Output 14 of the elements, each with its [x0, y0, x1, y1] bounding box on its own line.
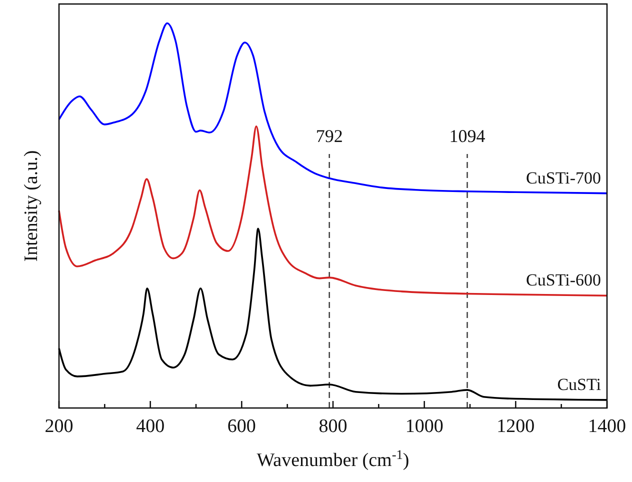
ref-line-label: 1094 — [449, 126, 486, 146]
x-tick-label: 800 — [318, 416, 348, 437]
x-tick-label: 600 — [227, 416, 256, 437]
x-axis-title: Wavenumber (cm$^{-1}$) — [256, 446, 410, 471]
ref-line-label: 792 — [316, 126, 343, 146]
series-label: CuSTi-700 — [526, 168, 601, 188]
x-tick-label: 200 — [44, 416, 74, 437]
x-tick-label: 1200 — [496, 416, 535, 437]
x-tick-label: 1400 — [588, 416, 626, 437]
series-label: CuSTi-600 — [526, 270, 601, 290]
y-axis-title: Intensity (a.u.) — [21, 150, 42, 262]
x-tick-label: 400 — [136, 416, 165, 437]
series-label: CuSTi — [557, 374, 602, 394]
x-tick-label: 1000 — [405, 416, 444, 437]
